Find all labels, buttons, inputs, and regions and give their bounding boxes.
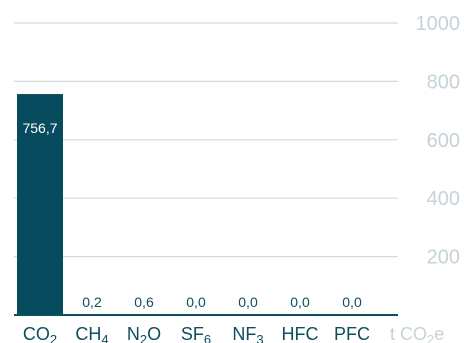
y-axis-ticks: 200 400 600 800 1000: [416, 13, 461, 269]
unit-label: t CO2e: [390, 324, 444, 343]
category-label: CH4: [75, 324, 108, 343]
y-tick-label: 200: [427, 247, 460, 269]
y-tick-label: 400: [427, 188, 460, 210]
y-tick-label: 1000: [416, 13, 461, 35]
value-label: 0,0: [290, 294, 310, 310]
bar-0: [17, 94, 63, 315]
bars: [17, 94, 167, 315]
value-label: 0,2: [82, 294, 102, 310]
category-label: CO2: [23, 324, 57, 343]
value-label: 0,0: [342, 294, 362, 310]
value-label: 0,6: [134, 294, 154, 310]
value-labels: 756,7 0,2 0,6 0,0 0,0 0,0 0,0: [22, 120, 361, 310]
category-label: NF3: [232, 324, 263, 343]
category-label: HFC: [282, 324, 319, 343]
value-label: 0,0: [238, 294, 258, 310]
y-tick-label: 600: [427, 130, 460, 152]
category-labels: CO2 CH4 N2O SF6 NF3 HFC PFC: [23, 324, 370, 343]
category-label: SF6: [181, 324, 211, 343]
category-label: N2O: [127, 324, 161, 343]
value-label: 0,0: [186, 294, 206, 310]
category-label: PFC: [334, 324, 370, 343]
gridlines: [14, 22, 398, 258]
value-label: 756,7: [22, 120, 57, 136]
y-tick-label: 800: [427, 71, 460, 93]
